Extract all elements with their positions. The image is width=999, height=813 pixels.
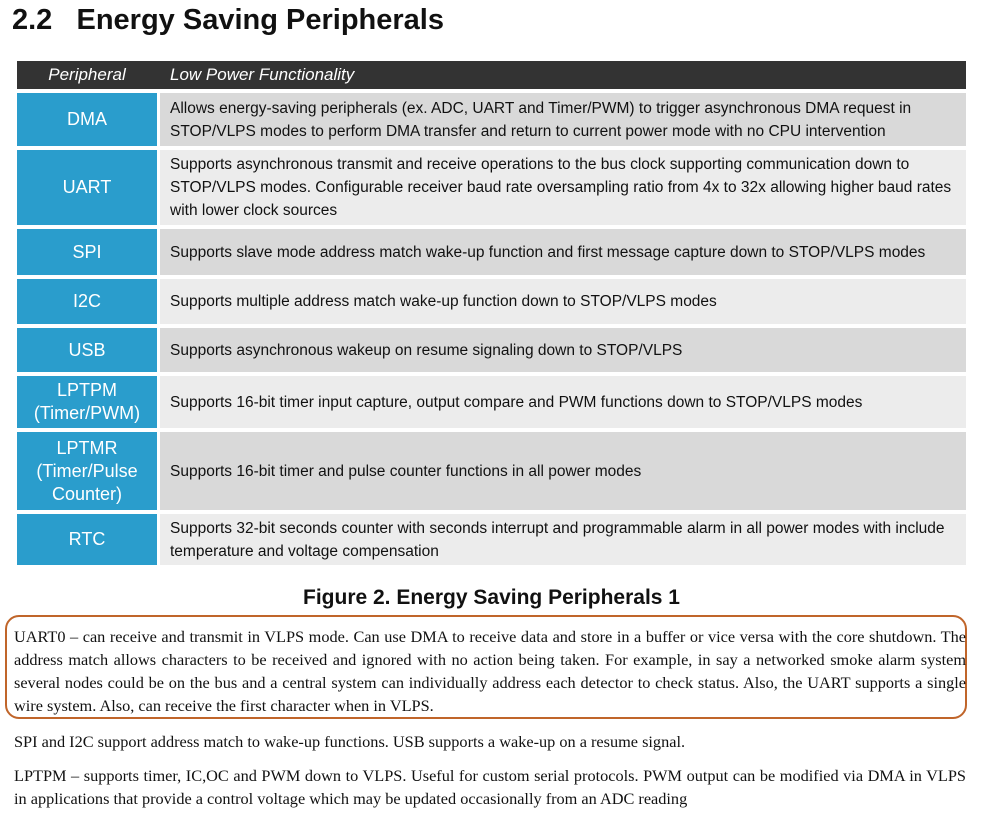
- peripheral-cell: USB: [17, 328, 157, 372]
- table-row: I2C Supports multiple address match wake-…: [17, 279, 966, 324]
- paragraph: SPI and I2C support address match to wak…: [14, 732, 686, 751]
- functionality-cell: Supports 16-bit timer input capture, out…: [160, 376, 966, 428]
- column-header: Peripheral: [48, 65, 126, 84]
- peripheral-cell: I2C: [17, 279, 157, 324]
- peripheral-cell: SPI: [17, 229, 157, 275]
- functionality-cell: Supports asynchronous transmit and recei…: [160, 150, 966, 225]
- functionality-cell: Supports 32-bit seconds counter with sec…: [160, 514, 966, 565]
- header-row: Peripheral Low Power Functionality: [17, 61, 966, 89]
- highlight-box: [5, 615, 967, 719]
- figure-caption: Figure 2. Energy Saving Peripherals 1: [303, 586, 680, 609]
- peripheral-cell: RTC: [17, 514, 157, 565]
- table-row: LPTPM (Timer/PWM) Supports 16-bit timer i…: [17, 376, 966, 428]
- column-header: Low Power Functionality: [170, 65, 355, 84]
- peripheral-cell: LPTMR (Timer/Pulse Counter): [17, 432, 157, 510]
- table-row: UART Supports asynchronous transmit and r…: [17, 150, 966, 225]
- table-row: SPI Supports slave mode address match wak…: [17, 229, 966, 275]
- functionality-cell: Allows energy-saving peripherals (ex. AD…: [160, 93, 966, 146]
- functionality-cell: Supports 16-bit timer and pulse counter …: [160, 432, 966, 510]
- functionality-cell: Supports slave mode address match wake-u…: [160, 229, 966, 275]
- table-row: LPTMR (Timer/Pulse Counter) Supports 16-b…: [17, 432, 966, 510]
- paragraph: UART0 – can receive and transmit in VLPS…: [14, 627, 966, 715]
- table-row: RTC Supports 32-bit seconds counter with …: [17, 514, 966, 565]
- peripheral-cell: DMA: [17, 93, 157, 146]
- table-row: DMA Allows energy-saving peripherals (ex.…: [17, 93, 966, 146]
- functionality-cell: Supports asynchronous wakeup on resume s…: [160, 328, 966, 372]
- functionality-cell: Supports multiple address match wake-up …: [160, 279, 966, 324]
- peripheral-table: Peripheral Low Power Functionality DMA Al…: [17, 61, 966, 565]
- paragraph: LPTPM – supports timer, IC,OC and PWM do…: [14, 766, 966, 808]
- table-row: USB Supports asynchronous wakeup on resum…: [17, 328, 966, 372]
- peripheral-cell: LPTPM (Timer/PWM): [17, 376, 157, 428]
- peripheral-cell: UART: [17, 150, 157, 225]
- section-title: 2.2 Energy Saving Peripherals: [12, 4, 444, 36]
